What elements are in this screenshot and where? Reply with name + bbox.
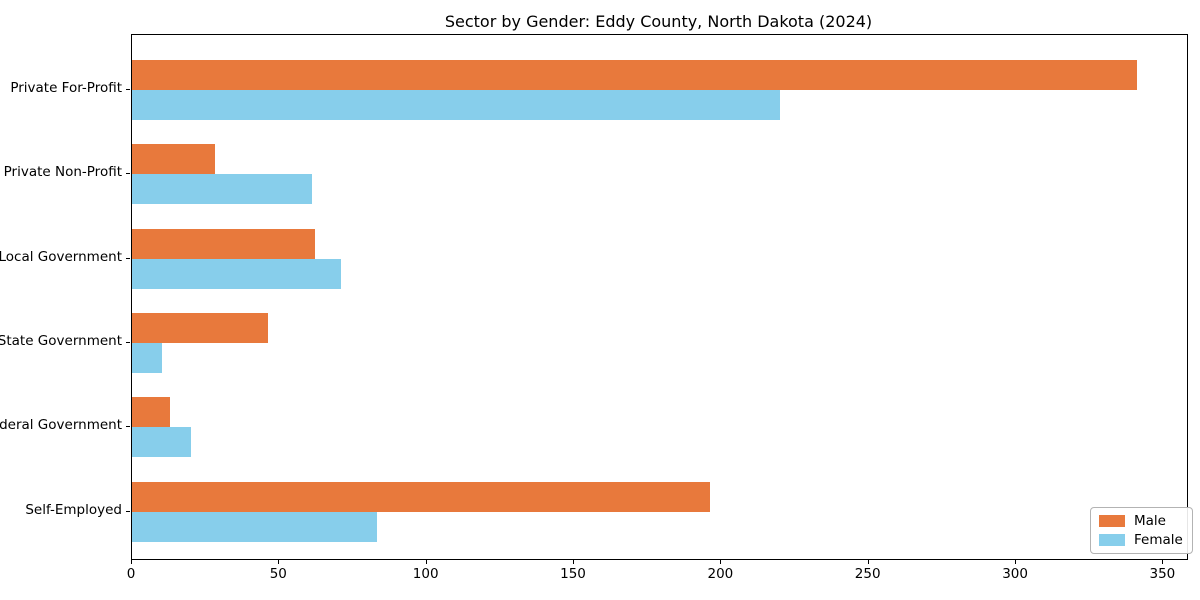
x-tick-mark bbox=[425, 560, 427, 564]
x-tick-mark bbox=[278, 560, 280, 564]
y-tick-mark bbox=[126, 89, 130, 90]
y-tick-label-self-employed: Self-Employed bbox=[25, 501, 122, 518]
bar-female-state-government bbox=[132, 342, 162, 373]
y-tick-label-private-non-profit: Private Non-Profit bbox=[3, 164, 122, 181]
x-tick-mark bbox=[131, 560, 132, 564]
x-tick-label-150: 150 bbox=[560, 566, 586, 582]
legend-label-female: Female bbox=[1134, 532, 1183, 548]
x-tick-mark bbox=[573, 560, 574, 564]
bar-female-private-non-profit bbox=[132, 174, 312, 205]
bar-male-private-for-profit bbox=[132, 60, 1137, 90]
bar-male-federal-government bbox=[132, 397, 171, 428]
x-tick-mark bbox=[1015, 560, 1017, 564]
x-tick-label-350: 350 bbox=[1149, 566, 1176, 582]
plot-area bbox=[131, 34, 1188, 560]
y-tick-mark bbox=[126, 173, 130, 175]
y-tick-label-private-for-profit: Private For-Profit bbox=[10, 80, 122, 96]
legend-label-male: Male bbox=[1134, 513, 1166, 529]
bar-female-local-government bbox=[132, 258, 342, 289]
chart-title: Sector by Gender: Eddy County, North Dak… bbox=[444, 12, 873, 31]
x-tick-mark bbox=[867, 560, 869, 564]
y-tick-mark bbox=[126, 426, 130, 428]
x-tick-label-200: 200 bbox=[707, 566, 734, 582]
bar-female-self-employed bbox=[132, 511, 377, 542]
legend-entry-male: Male bbox=[1099, 514, 1183, 528]
y-tick-label-local-government: Local Government bbox=[0, 248, 122, 265]
bar-male-private-non-profit bbox=[132, 144, 215, 175]
x-tick-label-50: 50 bbox=[269, 566, 287, 582]
x-tick-label-300: 300 bbox=[1002, 566, 1028, 582]
bar-male-local-government bbox=[132, 228, 315, 259]
legend: Male Female bbox=[1090, 507, 1193, 554]
x-tick-label-250: 250 bbox=[854, 566, 881, 582]
x-tick-label-100: 100 bbox=[412, 566, 439, 582]
x-tick-mark bbox=[1162, 560, 1164, 564]
y-tick-mark bbox=[126, 510, 130, 512]
y-tick-mark bbox=[126, 341, 130, 343]
bar-female-private-for-profit bbox=[132, 90, 781, 120]
legend-entry-female: Female bbox=[1099, 533, 1183, 547]
x-tick-label-0: 0 bbox=[126, 566, 136, 582]
y-tick-mark bbox=[126, 257, 130, 259]
y-tick-label-state-government: State Government bbox=[0, 332, 122, 349]
legend-swatch-female bbox=[1099, 534, 1125, 546]
bar-female-federal-government bbox=[132, 427, 191, 458]
x-tick-mark bbox=[720, 560, 722, 564]
y-tick-label-federal-government: Federal Government bbox=[0, 417, 122, 434]
bar-male-state-government bbox=[132, 312, 268, 343]
legend-swatch-male bbox=[1099, 515, 1125, 527]
bar-male-self-employed bbox=[132, 481, 710, 512]
